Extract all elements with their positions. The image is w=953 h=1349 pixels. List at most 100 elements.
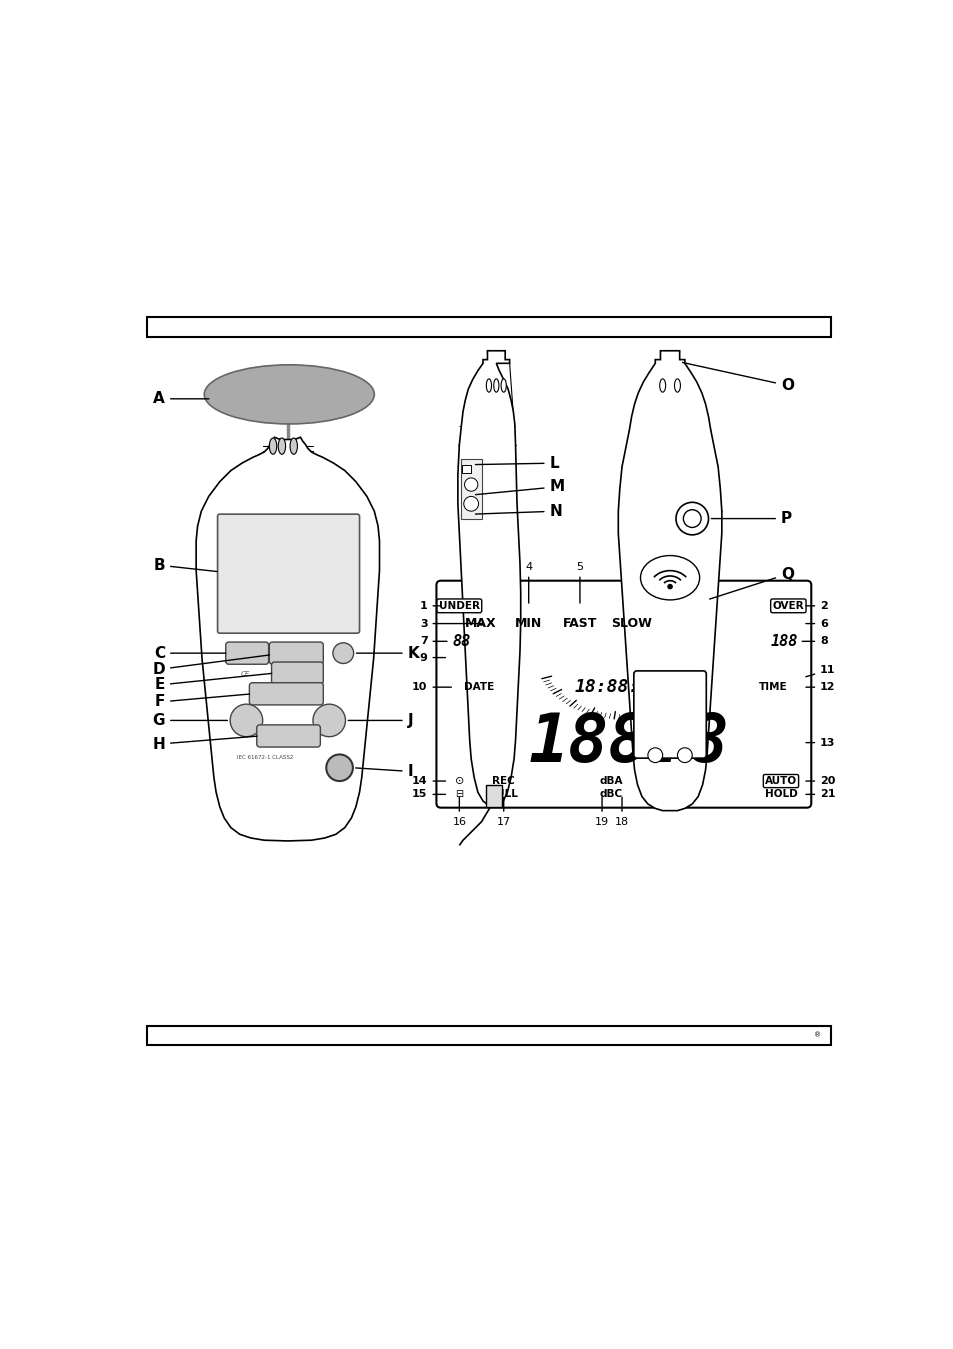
Text: UNDER: UNDER bbox=[438, 600, 479, 611]
Text: HOLD: HOLD bbox=[319, 718, 338, 723]
Text: FULL: FULL bbox=[489, 789, 517, 800]
Text: 13: 13 bbox=[805, 738, 835, 747]
FancyBboxPatch shape bbox=[436, 580, 810, 808]
Text: dBA: dBA bbox=[273, 619, 290, 629]
Text: L: L bbox=[475, 456, 558, 471]
Bar bbox=[485, 785, 501, 807]
Circle shape bbox=[677, 747, 692, 762]
Text: ®: ® bbox=[814, 1032, 821, 1039]
Bar bbox=[462, 465, 471, 472]
Text: FAST: FAST bbox=[562, 616, 597, 630]
Text: 18:88:88: 18:88:88 bbox=[575, 679, 661, 696]
Text: 188: 188 bbox=[770, 634, 798, 649]
Text: dBC: dBC bbox=[598, 789, 621, 800]
Text: 8: 8 bbox=[801, 637, 827, 646]
Text: 4: 4 bbox=[524, 561, 532, 603]
Ellipse shape bbox=[500, 379, 506, 393]
Text: AUTO: AUTO bbox=[764, 776, 796, 786]
Ellipse shape bbox=[278, 438, 285, 455]
Text: F: F bbox=[154, 693, 250, 710]
Text: G: G bbox=[152, 712, 227, 728]
Ellipse shape bbox=[204, 364, 374, 424]
Text: LEVEL  ▼: LEVEL ▼ bbox=[274, 734, 303, 738]
Text: 20: 20 bbox=[805, 776, 835, 786]
Ellipse shape bbox=[659, 379, 665, 393]
Text: 10: 10 bbox=[412, 683, 451, 692]
Text: 14: 14 bbox=[412, 776, 445, 786]
Text: OVER: OVER bbox=[772, 600, 803, 611]
Text: A: A bbox=[153, 391, 209, 406]
Ellipse shape bbox=[674, 379, 679, 393]
Text: MAX: MAX bbox=[232, 521, 249, 526]
Ellipse shape bbox=[486, 379, 491, 393]
Text: 2: 2 bbox=[805, 600, 827, 611]
Text: 19: 19 bbox=[595, 797, 608, 827]
Text: 17: 17 bbox=[497, 797, 510, 827]
Bar bbox=[147, 1025, 830, 1045]
Text: ✦: ✦ bbox=[339, 648, 347, 658]
Ellipse shape bbox=[269, 438, 276, 455]
Polygon shape bbox=[196, 437, 379, 840]
Text: TIME: TIME bbox=[322, 549, 335, 553]
FancyBboxPatch shape bbox=[256, 724, 320, 747]
Ellipse shape bbox=[639, 556, 699, 600]
Circle shape bbox=[676, 502, 708, 534]
Text: 188.8: 188.8 bbox=[529, 710, 729, 776]
Text: 7: 7 bbox=[419, 637, 447, 646]
Text: AUTO: AUTO bbox=[318, 621, 339, 626]
Circle shape bbox=[464, 478, 477, 491]
Text: REC: REC bbox=[492, 776, 515, 786]
Text: K: K bbox=[356, 646, 419, 661]
Text: CE: CE bbox=[240, 670, 250, 677]
Text: 6: 6 bbox=[805, 619, 827, 629]
FancyBboxPatch shape bbox=[226, 642, 269, 664]
FancyBboxPatch shape bbox=[249, 683, 323, 706]
Text: 11: 11 bbox=[805, 665, 835, 677]
Text: MAX: MAX bbox=[465, 616, 497, 630]
Text: TIME: TIME bbox=[759, 683, 787, 692]
FancyBboxPatch shape bbox=[217, 514, 359, 633]
Text: HOLD: HOLD bbox=[763, 789, 797, 800]
Text: 18: 18 bbox=[615, 797, 628, 827]
Text: E: E bbox=[154, 673, 272, 692]
Text: 100.0: 100.0 bbox=[247, 581, 330, 610]
Bar bbox=[460, 460, 481, 518]
Text: J: J bbox=[348, 712, 413, 728]
Text: FAST
SLOW: FAST SLOW bbox=[287, 668, 308, 679]
Text: 88: 88 bbox=[452, 634, 470, 649]
Text: 30: 30 bbox=[221, 533, 230, 537]
Text: SLOW: SLOW bbox=[610, 616, 651, 630]
Text: MIN: MIN bbox=[515, 616, 541, 630]
Polygon shape bbox=[618, 351, 721, 811]
Text: 10:08:08: 10:08:08 bbox=[246, 546, 289, 556]
Text: I: I bbox=[355, 764, 413, 778]
Text: H: H bbox=[152, 737, 256, 751]
Text: 15: 15 bbox=[412, 789, 445, 800]
Ellipse shape bbox=[290, 438, 297, 455]
Text: MAX
MIN: MAX MIN bbox=[239, 715, 253, 726]
Text: FAST: FAST bbox=[282, 521, 302, 526]
Text: 9: 9 bbox=[419, 653, 445, 662]
Text: 1: 1 bbox=[419, 600, 439, 611]
FancyBboxPatch shape bbox=[269, 642, 323, 664]
Text: O: O bbox=[681, 363, 793, 393]
Text: ⊟: ⊟ bbox=[455, 789, 463, 800]
Text: 5: 5 bbox=[576, 561, 583, 603]
Text: 21: 21 bbox=[805, 789, 835, 800]
Text: B: B bbox=[153, 557, 217, 573]
Text: M: M bbox=[475, 479, 564, 495]
Circle shape bbox=[667, 584, 672, 588]
FancyBboxPatch shape bbox=[633, 670, 705, 758]
Circle shape bbox=[682, 510, 700, 527]
Text: ⏻: ⏻ bbox=[335, 762, 342, 773]
Circle shape bbox=[313, 704, 345, 737]
Ellipse shape bbox=[494, 379, 498, 393]
FancyBboxPatch shape bbox=[272, 662, 323, 684]
Text: ↕: ↕ bbox=[468, 482, 474, 487]
Text: 16: 16 bbox=[452, 797, 466, 827]
Text: REC: REC bbox=[238, 649, 255, 658]
Circle shape bbox=[333, 643, 354, 664]
Circle shape bbox=[326, 754, 353, 781]
Text: ⊙: ⊙ bbox=[227, 621, 233, 626]
Text: Q: Q bbox=[709, 567, 793, 599]
